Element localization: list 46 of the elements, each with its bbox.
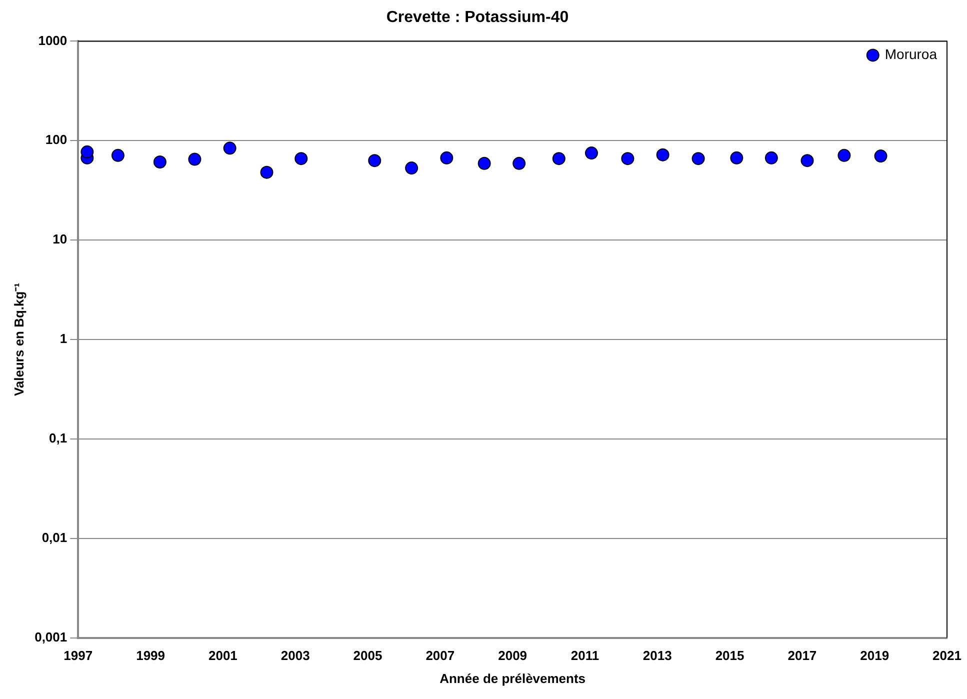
y-tick-label: 0,1: [49, 430, 68, 446]
x-tick-label: 2017: [788, 648, 817, 664]
point: [730, 151, 744, 164]
x-tick-label: 2009: [498, 648, 528, 664]
x-tick-label: 2011: [570, 648, 600, 664]
point: [692, 152, 705, 166]
y-tick-label: 1000: [38, 32, 68, 48]
point: [111, 148, 124, 162]
point: [440, 151, 454, 164]
x-tick-label: 2021: [932, 648, 962, 664]
x-tick-label: 2013: [642, 648, 672, 664]
point: [188, 152, 202, 166]
point: [223, 142, 236, 155]
point: [153, 155, 166, 168]
point: [838, 148, 851, 162]
y-tick-label: 0,01: [42, 530, 68, 545]
point: [656, 148, 670, 162]
point: [405, 162, 418, 175]
y-tick-label: 10: [52, 232, 68, 247]
point: [80, 145, 94, 158]
legend-label: Moruroa: [884, 46, 938, 62]
x-tick-label: 2019: [860, 648, 890, 664]
y-axis-title: Valeurs en Bq.kg⁻¹: [11, 282, 26, 396]
x-tick-label: 2005: [353, 648, 382, 664]
chart-title: Crevette : Potassium-40: [386, 9, 569, 26]
point: [368, 154, 382, 168]
point: [260, 166, 274, 179]
point: [764, 151, 778, 164]
point: [621, 152, 634, 166]
x-tick-label: 1997: [64, 648, 93, 664]
x-tick-label: 2015: [715, 648, 744, 664]
x-tick-label: 2003: [280, 648, 310, 664]
point: [800, 154, 814, 168]
point: [512, 156, 526, 170]
point: [478, 156, 491, 170]
x-axis-title: Année de prélèvements: [440, 670, 586, 686]
y-tick-label: 100: [45, 132, 68, 148]
point: [294, 152, 308, 166]
point: [552, 152, 566, 166]
x-tick-label: 2001: [208, 648, 238, 664]
point: [584, 146, 598, 160]
x-tick-label: 2007: [426, 648, 455, 664]
y-tick-label: 1: [60, 331, 68, 346]
x-tick-label: 1999: [136, 648, 165, 664]
point: [874, 150, 888, 163]
y-tick-label: 0,001: [34, 629, 68, 644]
